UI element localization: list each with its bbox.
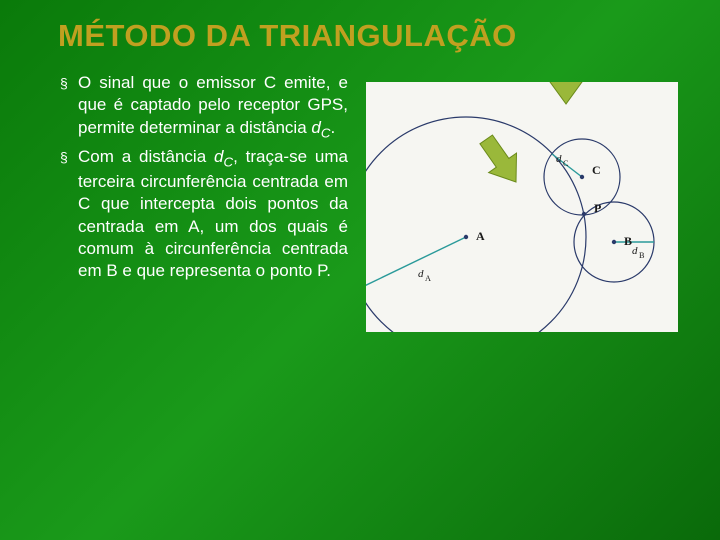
bullet-marker: § — [60, 146, 78, 283]
radius-label-sub-A: A — [425, 274, 431, 283]
point-P — [582, 212, 586, 216]
radius-label-C: d — [556, 153, 562, 165]
arrow-0 — [549, 82, 583, 104]
radius-label-B: d — [632, 245, 638, 257]
radius-line-A — [366, 237, 466, 290]
arrow-1 — [472, 130, 530, 192]
slide-title: MÉTODO DA TRIANGULAÇÃO — [0, 0, 720, 54]
bullet-text: O sinal que o emissor C emite, e que é c… — [78, 72, 348, 142]
radius-label-A: d — [418, 268, 424, 280]
content-area: §O sinal que o emissor C emite, e que é … — [0, 54, 720, 332]
point-label-P: P — [594, 201, 601, 215]
bullet-item-1: § Com a distância dC, traça-se uma terce… — [60, 146, 348, 283]
diagram-svg: dAdBdCABCP — [366, 82, 678, 332]
point-label-A: A — [476, 229, 485, 243]
bullet-marker: § — [60, 72, 78, 142]
bullet-list: §O sinal que o emissor C emite, e que é … — [60, 72, 348, 332]
bullet-item-0: §O sinal que o emissor C emite, e que é … — [60, 72, 348, 142]
point-A — [464, 235, 468, 239]
radius-label-sub-C: C — [563, 159, 569, 168]
point-B — [612, 240, 616, 244]
radius-label-sub-B: B — [639, 251, 645, 260]
triangulation-diagram: dAdBdCABCP — [366, 82, 678, 332]
point-C — [580, 175, 584, 179]
bullet-text: Com a distância dC, traça-se uma terceir… — [78, 146, 348, 283]
point-label-C: C — [592, 163, 601, 177]
circle-A — [366, 117, 586, 332]
point-label-B: B — [624, 234, 632, 248]
